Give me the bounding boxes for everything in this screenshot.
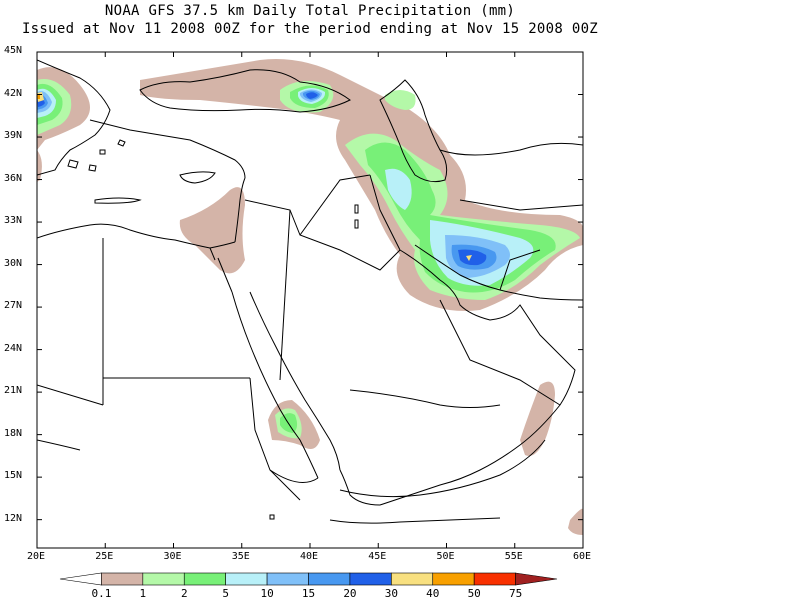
colorbar-label: 20	[343, 587, 357, 600]
lon-label: 55E	[504, 551, 523, 562]
colorbar-label: 75	[508, 587, 523, 600]
colorbar-label: 40	[426, 587, 440, 600]
colorbar-swatch	[308, 572, 351, 586]
colorbar-swatch	[432, 572, 475, 586]
colorbar-swatch	[183, 572, 226, 586]
colorbar-label: 2	[180, 587, 188, 600]
colorbar-swatch	[266, 572, 309, 586]
lat-label: 30N	[4, 257, 23, 269]
lon-label: 40E	[300, 551, 319, 562]
precip-light-layer	[37, 59, 583, 535]
colorbar-swatch	[391, 572, 434, 586]
lat-label: 33N	[4, 215, 23, 227]
colorbar-label: 50	[467, 587, 481, 600]
colorbar-swatch	[101, 572, 144, 586]
colorbar	[59, 572, 558, 586]
lon-label: 45E	[368, 551, 387, 562]
lon-label: 50E	[436, 551, 455, 562]
lat-label: 18N	[4, 427, 23, 439]
axis-ticks	[36, 51, 584, 548]
precip-orange-spot-west	[37, 95, 40, 99]
map-subtitle: Issued at Nov 11 2008 00Z for the period…	[21, 21, 599, 37]
lat-label: 12N	[4, 512, 23, 524]
colorbar-swatch	[59, 572, 102, 586]
lat-label: 36N	[4, 172, 23, 184]
colorbar-label: 1	[139, 587, 147, 600]
colorbar-swatch	[225, 572, 268, 586]
colorbar-swatch	[473, 572, 516, 586]
lat-label: 45N	[4, 45, 23, 56]
colorbar-label: 15	[301, 587, 316, 600]
precipitation-field	[37, 59, 583, 535]
lon-label: 30E	[163, 551, 182, 562]
colorbar-swatch	[142, 572, 185, 586]
colorbar-label: 30	[384, 587, 398, 600]
colorbar-swatch	[515, 572, 558, 586]
lat-label: 27N	[4, 300, 23, 312]
lon-label: 35E	[231, 551, 250, 562]
lat-label: 15N	[4, 470, 23, 482]
lat-label: 39N	[4, 130, 23, 142]
lat-label: 24N	[4, 342, 23, 354]
lat-label: 21N	[4, 385, 23, 397]
precip-yellow-spot-gulf	[466, 255, 472, 261]
lat-label: 42N	[4, 87, 23, 99]
lon-label: 25E	[95, 551, 114, 562]
colorbar-label: 0.1	[91, 587, 112, 600]
coastlines-borders	[37, 59, 583, 524]
lon-label: 20E	[27, 551, 46, 562]
lon-label: 60E	[573, 551, 592, 562]
map-title: NOAA GFS 37.5 km Daily Total Precipitati…	[104, 3, 516, 19]
colorbar-label: 5	[222, 587, 229, 600]
colorbar-label: 10	[260, 587, 274, 600]
colorbar-swatch	[349, 572, 392, 586]
